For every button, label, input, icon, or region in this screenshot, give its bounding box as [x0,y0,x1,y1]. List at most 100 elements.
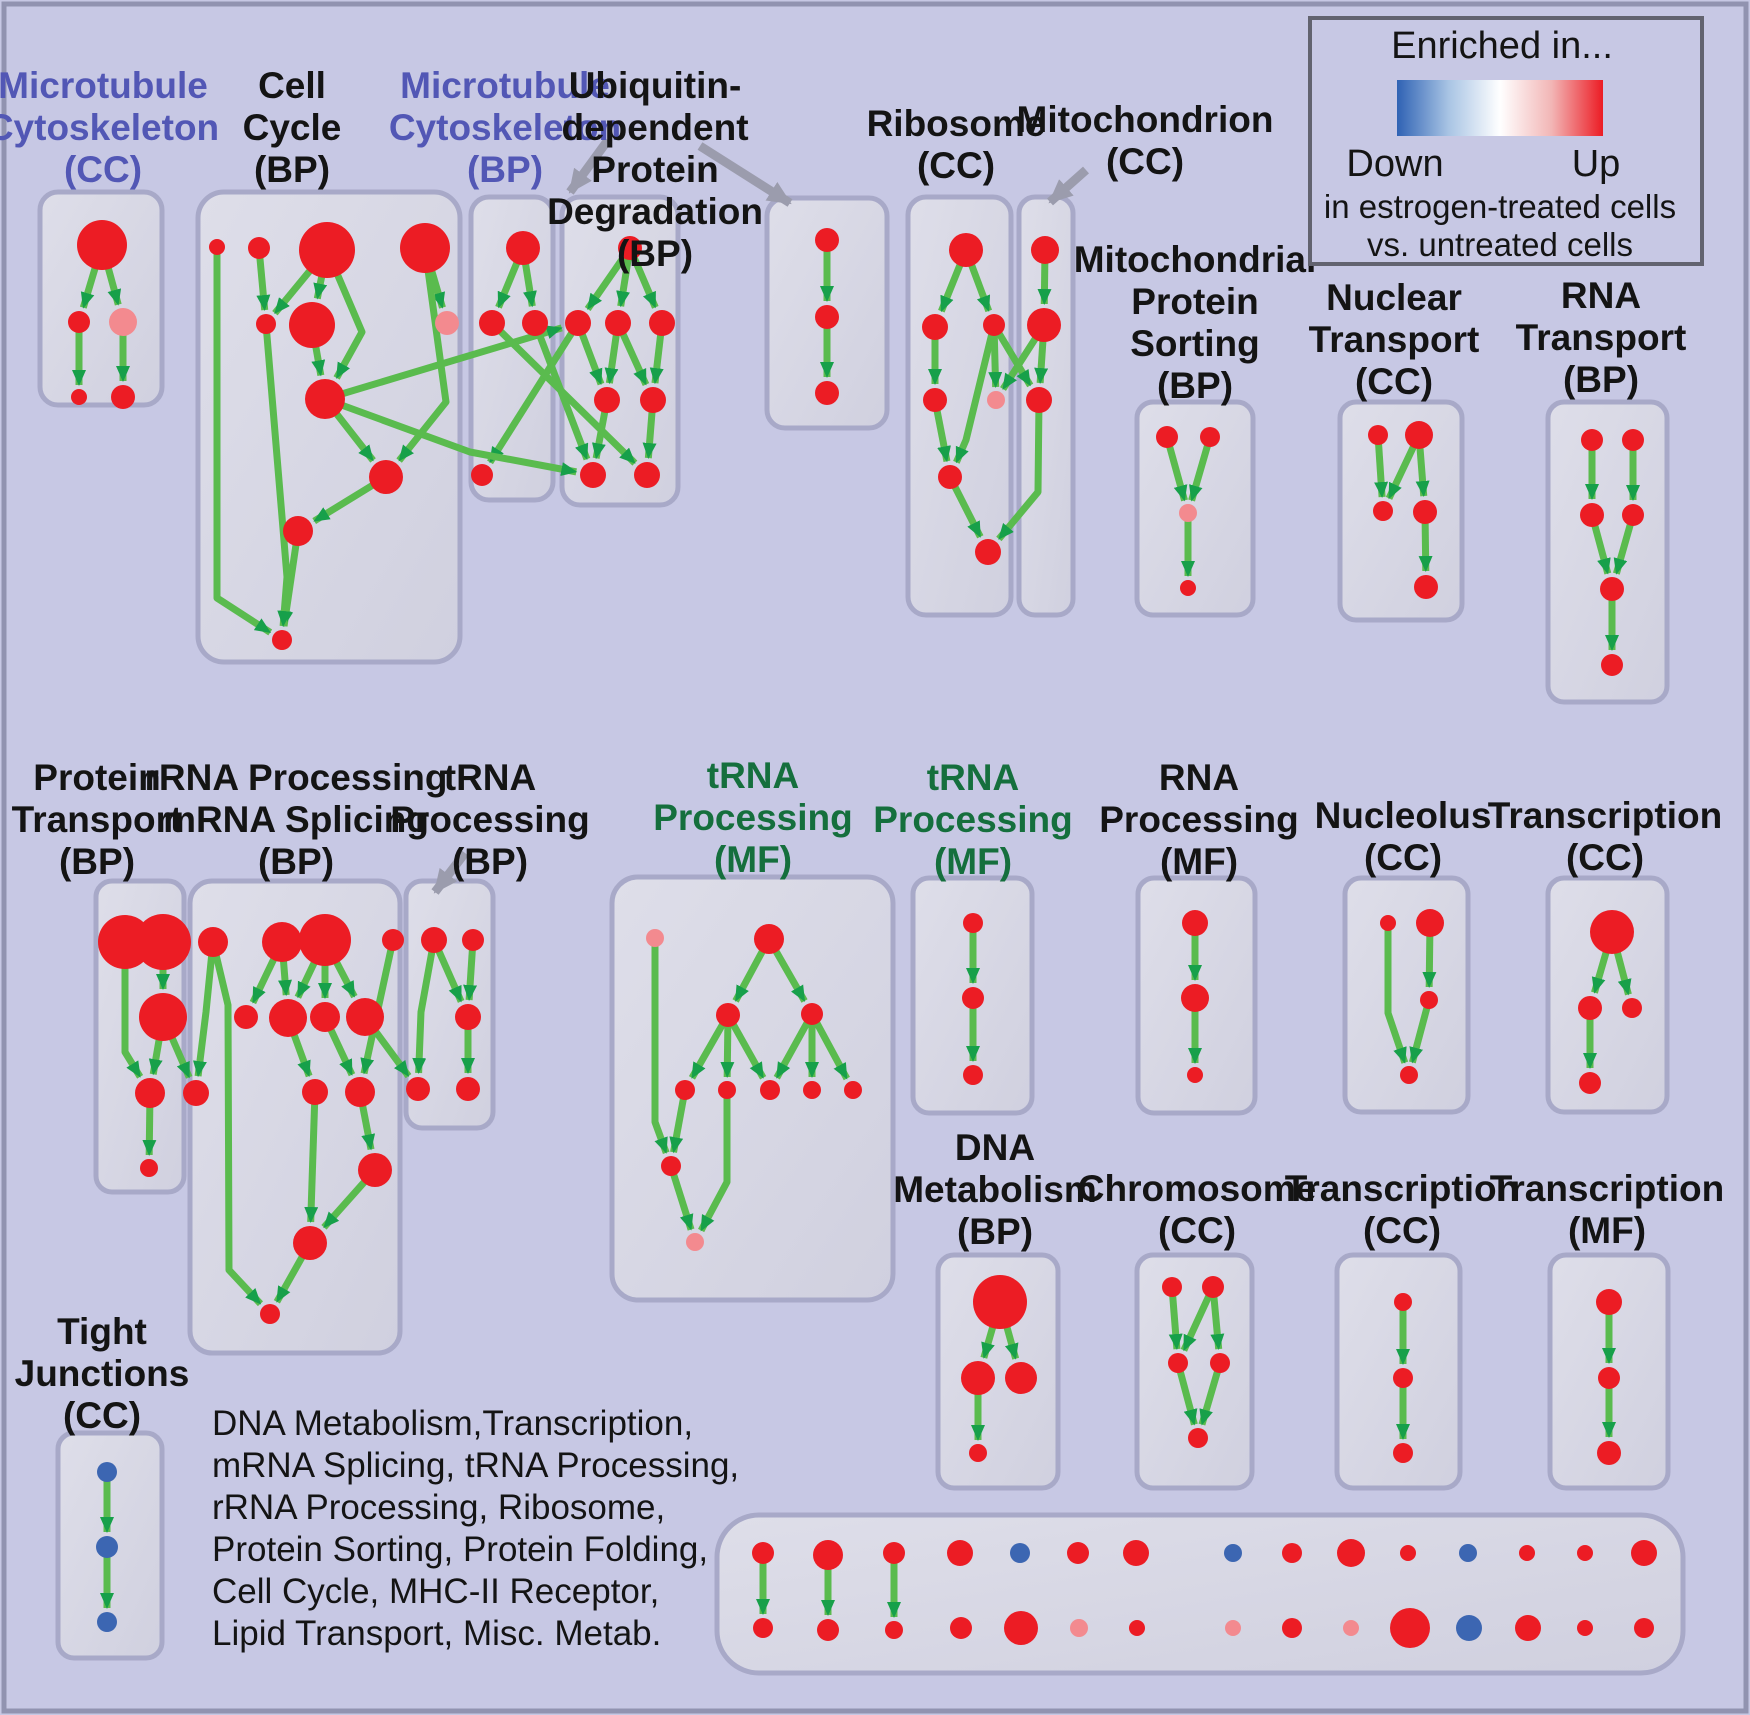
go-term-node-nucleolus-cc-3 [1400,1066,1418,1084]
go-term-node-misc-pathways-6 [1123,1540,1149,1566]
go-term-node-trna-processing-mf-1 [754,924,784,954]
go-term-node-microtubule-cytoskeleton-bp-3 [471,464,493,486]
go-term-node-rrna-processing-mrna-splicing-bp-8 [302,1079,328,1105]
cluster-label-protein-transport-bp-line-1: Transport [12,799,183,840]
go-term-node-microtubule-cytoskeleton-cc-3 [71,389,87,405]
enrichment-edge [1198,1362,1224,1426]
cluster-box-chromosome-cc [1134,1252,1255,1491]
go-term-node-microtubule-cytoskeleton-bp-1 [479,310,505,336]
cluster-label-nucleolus-cc-line-1: (CC) [1364,837,1442,878]
cluster-box-rna-transport-bp [1545,399,1670,705]
go-term-node-chromosome-cc-2 [1168,1353,1188,1373]
go-term-node-rna-processing-mf-0 [1182,910,1208,936]
go-term-node-trna-processing-mf-5 [718,1081,736,1099]
go-term-node-rna-transport-bp-3 [1622,504,1644,526]
cluster-label-tight-junctions-cc-line-1: Junctions [15,1353,190,1394]
go-term-node-transcription-cc-2-1 [1393,1368,1413,1388]
go-term-node-misc-pathways-2 [883,1542,905,1564]
go-term-node-rrna-processing-mrna-splicing-bp-6 [310,1002,340,1032]
cluster-box-transcription-cc [1545,875,1670,1115]
cluster-label-mitochondrial-protein-sorting-bp-line-0: Mitochondrial [1074,239,1317,280]
footnote-line-1: mRNA Splicing, tRNA Processing, [212,1446,739,1485]
go-term-node-transcription-cc-0 [1590,910,1634,954]
go-term-node-dna-metabolism-bp-1 [961,1361,995,1395]
cluster-label-rna-processing-mf-line-2: (MF) [1160,841,1238,882]
go-term-node-misc-pathways-14 [1631,1540,1657,1566]
legend-subtitle-2: vs. untreated cells [1367,226,1633,263]
cluster-label-rna-transport-bp-line-2: (BP) [1563,359,1639,400]
cluster-label-ubiquitin-dependent-protein-degradation-bp-line-3: Degradation [547,191,763,232]
go-term-node-trna-processing-bp-1 [462,929,484,951]
go-term-node-misc-pathways-9 [1337,1539,1365,1567]
cluster-label-ribosome-cc-line-0: Ribosome [867,103,1046,144]
go-term-node-transcription-cc-2 [1622,998,1642,1018]
go-term-node-ubiquitin-dependent-protein-degradation-bp-3 [649,310,675,336]
go-term-node-cell-cycle-bp-5 [289,302,335,348]
go-term-node-nuclear-transport-cc-4 [1414,575,1438,599]
enrichment-edge [1174,1362,1198,1426]
cluster-box-dna-metabolism-bp [935,1252,1061,1491]
go-term-node-rna-transport-bp-2 [1580,503,1604,527]
enrichment-edge [396,247,450,463]
go-term-node-protein-transport-bp-5 [140,1159,158,1177]
footnote-line-5: Lipid Transport, Misc. Metab. [212,1614,661,1653]
go-term-node-chromosome-cc-1 [1202,1276,1224,1298]
go-term-node-cell-cycle-bp-9 [283,516,313,546]
go-term-node-mitochondrion-cc-0 [1031,236,1059,264]
cluster-label-trna-processing-bp-line-0: tRNA [444,757,536,798]
go-term-node-ribosome-cc-6 [975,539,1001,565]
go-term-node-misc-pathways-3 [947,1540,973,1566]
cluster-label-microtubule-cytoskeleton-cc-line-2: (CC) [64,149,142,190]
go-term-node-microtubule-cytoskeleton-cc-4 [111,385,135,409]
cluster-label-cell-cycle-bp-line-0: Cell [258,65,326,106]
go-term-node-misc-pathways-1 [813,1540,843,1570]
go-term-node-microtubule-cytoskeleton-bp-2 [522,310,548,336]
go-term-node-misc-pathways-19 [1004,1611,1038,1645]
cluster-label-protein-transport-bp-line-0: Protein [33,757,160,798]
go-term-node-trna-processing-mf-0 [646,929,664,947]
cluster-label-trna-processing-bp-line-2: (BP) [452,841,528,882]
go-term-node-nuclear-transport-cc-2 [1373,501,1393,521]
go-term-node-trna-processing-mf-2 [716,1003,740,1027]
go-term-node-misc-pathways-13 [1577,1545,1593,1561]
cluster-label-tight-junctions-cc-line-2: (CC) [63,1395,141,1436]
cluster-label-protein-transport-bp-line-2: (BP) [59,841,135,882]
annotation-arrow [566,137,612,195]
go-term-node-misc-pathways-29 [1634,1618,1654,1638]
enrichment-edge [667,1164,695,1231]
go-term-node-ubiquitin-dependent-protein-degradation-bp-2 [605,310,631,336]
cluster-label-rrna-processing-mrna-splicing-bp-line-0: rRNA Processing [145,757,448,798]
cluster-label-ubiquitin-dependent-protein-degradation-bp-line-4: (BP) [617,233,693,274]
go-term-node-tight-junctions-cc-0 [97,1462,117,1482]
footnote-line-2: rRNA Processing, Ribosome, [212,1488,665,1527]
cluster-label-ubiquitin-dependent-protein-degradation-bp-line-1: dependent [561,107,748,148]
go-term-node-rna-processing-mf-1 [1181,984,1209,1012]
enrichment-edge [773,1012,816,1080]
cluster-label-transcription-cc-line-0: Transcription [1488,795,1722,836]
cluster-label-microtubule-cytoskeleton-cc-line-0: Microtubule [0,65,208,106]
go-term-node-trna-processing-mf-3 [801,1003,823,1025]
cluster-label-nuclear-transport-cc-line-2: (CC) [1355,361,1433,402]
go-term-node-misc-pathways-21 [1129,1620,1145,1636]
go-term-node-cell-cycle-bp-1 [248,237,270,259]
go-term-node-mitochondrion-cc-2 [1026,387,1052,413]
cluster-box-microtubule-cytoskeleton-bp [468,194,556,503]
enrichment-edge [209,941,264,1307]
cluster-label-trna-processing-mf-line-0: tRNA [707,755,799,796]
cluster-box-rrna-processing-mrna-splicing-bp [187,878,403,1356]
annotation-arrow [697,142,793,207]
go-term-node-rrna-processing-mrna-splicing-bp-0 [198,927,228,957]
cluster-label-cell-cycle-bp-line-2: (BP) [254,149,330,190]
go-term-node-trna-processing-mf-8 [844,1081,862,1099]
go-term-node-chromosome-cc-3 [1210,1353,1230,1373]
go-term-node-misc-pathways-17 [885,1621,903,1639]
cluster-label-microtubule-cytoskeleton-bp-line-2: (BP) [467,149,543,190]
go-term-node-transcription-cc-2-2 [1393,1443,1413,1463]
go-term-node-microtubule-cytoskeleton-cc-1 [68,311,90,333]
go-term-node-transcription-cc-3 [1579,1072,1601,1094]
go-term-node-misc-pathways-4 [1010,1543,1030,1563]
go-term-node-dna-metabolism-bp-3 [969,1444,987,1462]
go-term-node-nucleolus-cc-0 [1380,915,1396,931]
go-term-node-mitochondrial-protein-sorting-bp-2 [1179,504,1197,522]
go-term-node-transcription-cc-1 [1578,996,1602,1020]
